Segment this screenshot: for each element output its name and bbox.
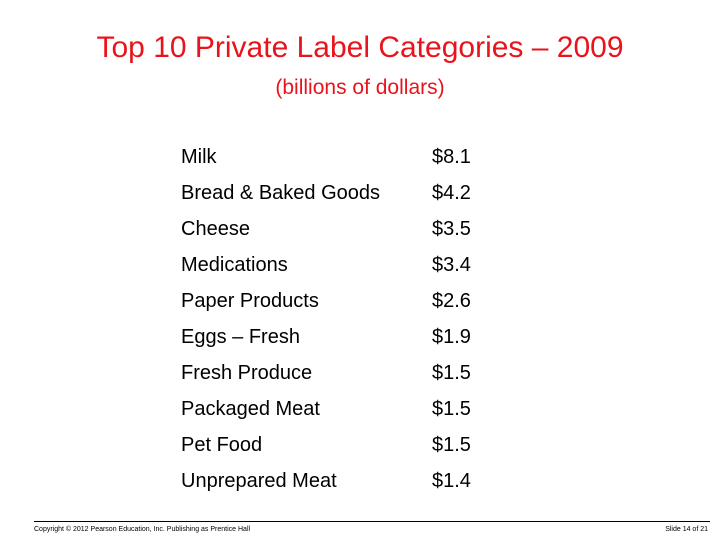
footer-slide-number: Slide 14 of 21 [665, 526, 708, 533]
category-value: $4.2 [432, 182, 471, 204]
category-label: Milk [181, 146, 217, 168]
category-value: $1.4 [432, 470, 471, 492]
category-label: Medications [181, 254, 288, 276]
category-value: $2.6 [432, 290, 471, 312]
footer-divider [34, 521, 710, 522]
table-row: Milk $8.1 [181, 140, 501, 176]
table-row: Pet Food $1.5 [181, 428, 501, 464]
footer-copyright: Copyright © 2012 Pearson Education, Inc.… [34, 526, 251, 533]
category-value: $3.5 [432, 218, 471, 240]
table-row: Fresh Produce $1.5 [181, 356, 501, 392]
category-label: Unprepared Meat [181, 470, 337, 492]
table-row: Paper Products $2.6 [181, 284, 501, 320]
table-row: Medications $3.4 [181, 248, 501, 284]
category-value: $1.5 [432, 434, 471, 456]
category-label: Packaged Meat [181, 398, 320, 420]
category-label: Eggs – Fresh [181, 326, 300, 348]
category-value: $8.1 [432, 146, 471, 168]
category-value: $1.5 [432, 398, 471, 420]
category-label: Pet Food [181, 434, 263, 456]
category-label: Fresh Produce [181, 362, 313, 384]
table-row: Packaged Meat $1.5 [181, 392, 501, 428]
table-row: Unprepared Meat $1.4 [181, 464, 501, 500]
category-table: Milk $8.1 Bread & Baked Goods $4.2 Chees… [181, 140, 501, 500]
category-value: $3.4 [432, 254, 471, 276]
slide-subtitle: (billions of dollars) [275, 76, 445, 99]
slide-title: Top 10 Private Label Categories – 2009 [96, 31, 624, 64]
category-value: $1.9 [432, 326, 471, 348]
category-label: Cheese [181, 218, 250, 240]
table-row: Eggs – Fresh $1.9 [181, 320, 501, 356]
category-label: Paper Products [181, 290, 319, 312]
table-row: Bread & Baked Goods $4.2 [181, 176, 501, 212]
category-value: $1.5 [432, 362, 471, 384]
table-row: Cheese $3.5 [181, 212, 501, 248]
category-label: Bread & Baked Goods [181, 182, 381, 204]
